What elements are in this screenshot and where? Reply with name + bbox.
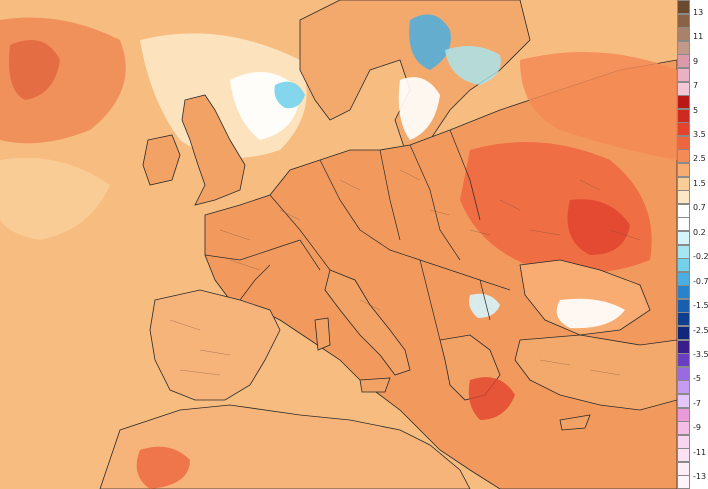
legend-swatch xyxy=(677,326,690,340)
legend-tick-label: 0.7 xyxy=(693,203,706,213)
ireland xyxy=(142,134,181,186)
legend-swatch xyxy=(677,135,690,150)
legend-swatch xyxy=(677,461,690,476)
legend-swatch xyxy=(677,176,690,191)
north-africa-hot-patch xyxy=(136,446,190,489)
legend-tick-label: -3.5 xyxy=(693,350,708,360)
legend-tick-label: 0.2 xyxy=(693,227,706,237)
legend-swatch xyxy=(677,353,690,368)
legend-tick-label: -11 xyxy=(693,447,707,457)
legend-swatch xyxy=(677,366,690,381)
legend-tick-label: 7 xyxy=(693,81,699,91)
legend-swatch xyxy=(677,149,690,164)
legend-tick-label: -9 xyxy=(693,423,701,433)
legend-tick-label: -7 xyxy=(693,398,701,408)
legend-swatch xyxy=(677,67,690,82)
country-borders xyxy=(204,129,511,341)
legend-swatch xyxy=(677,27,690,42)
legend-swatch xyxy=(677,122,690,137)
balkans-cool-spot xyxy=(469,293,500,318)
legend-tick-label: 9 xyxy=(693,56,699,66)
legend-tick-label: -5 xyxy=(693,374,701,384)
cyprus xyxy=(559,414,591,431)
legend-tick-label: -2.5 xyxy=(693,325,708,335)
legend-swatch xyxy=(677,203,690,218)
legend-tick-label: 3.5 xyxy=(693,129,706,139)
russia-hot-region xyxy=(520,52,677,160)
atlantic-cool-band xyxy=(0,157,110,240)
legend-swatch xyxy=(677,95,690,110)
legend-swatch xyxy=(677,230,690,245)
regional-borders xyxy=(169,169,641,376)
legend-swatch xyxy=(677,434,690,449)
legend-swatch xyxy=(677,421,690,436)
legend-tick-label: 13 xyxy=(693,7,704,17)
legend-swatch xyxy=(677,312,690,327)
legend-swatch xyxy=(677,217,690,232)
atlantic-hot-core xyxy=(9,40,60,100)
legend-swatch xyxy=(677,258,690,273)
legend-swatch xyxy=(677,13,690,28)
legend-tick-label: -0.2 xyxy=(693,252,708,262)
great-britain xyxy=(181,94,246,206)
color-scale-legend: 13 11 9 7 5 3.5 2.5 1.5 0.7 0.2 -0.2 -0.7 -1.5 -2.5 -3… xyxy=(677,0,708,489)
finland-cool xyxy=(445,46,501,85)
legend-tick-label: -1.5 xyxy=(693,301,708,311)
legend-swatch xyxy=(677,271,690,286)
sicily xyxy=(359,377,391,393)
anomaly-map xyxy=(0,0,677,489)
legend-swatch xyxy=(677,40,690,55)
legend-tick-label: -13 xyxy=(693,472,707,482)
legend-tick-label: 1.5 xyxy=(693,178,706,188)
legend-swatch xyxy=(677,475,690,489)
legend-swatch xyxy=(677,448,690,463)
legend-swatch xyxy=(677,81,690,96)
legend-swatch xyxy=(677,190,690,205)
legend-tick-label: -0.7 xyxy=(693,276,708,286)
north-africa xyxy=(99,404,471,489)
norway-cold xyxy=(274,81,305,109)
scandinavia xyxy=(299,0,531,151)
legend-swatch xyxy=(677,244,690,259)
legend-swatch xyxy=(677,0,690,14)
legend-swatch xyxy=(677,108,690,123)
legend-swatch xyxy=(677,163,690,177)
legend-swatch xyxy=(677,407,690,422)
legend-tick-label: 11 xyxy=(693,32,704,42)
legend-swatch xyxy=(677,339,690,354)
aegean-hot-patch xyxy=(468,377,515,420)
legend-swatch xyxy=(677,380,690,395)
italian-peninsula xyxy=(324,269,411,376)
black-sea-cool-patch xyxy=(556,298,625,329)
baltic-pale xyxy=(398,77,440,140)
legend-swatch xyxy=(677,285,690,300)
legend-swatch xyxy=(677,298,690,313)
legend-swatch xyxy=(677,54,690,69)
sardinia xyxy=(314,317,331,351)
legend-tick-label: 5 xyxy=(693,105,699,115)
ukraine-core xyxy=(567,199,630,255)
anatolia xyxy=(514,334,677,411)
legend-tick-label: 2.5 xyxy=(693,154,706,164)
map-canvas xyxy=(0,0,677,489)
baltic-cold-patch xyxy=(409,14,451,70)
legend-swatch xyxy=(677,393,690,408)
